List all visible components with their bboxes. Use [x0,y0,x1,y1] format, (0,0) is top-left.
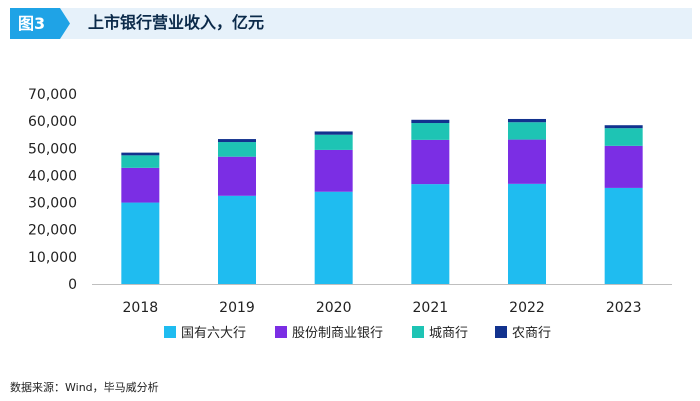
bar-2018-series-3 [121,152,160,156]
bar-2020-series-3 [314,131,353,135]
bar-2019-series-3 [218,139,256,143]
x-tick-label: 2018 [123,300,159,316]
legend-swatch-1 [275,326,287,338]
y-tick-label: 0 [68,277,77,293]
y-tick-label: 20,000 [28,223,77,239]
bar-2018-series-2 [121,155,160,168]
figure-number: 图3 [18,14,46,33]
bar-2022-series-2 [508,122,546,140]
legend-swatch-0 [164,326,176,338]
legend-swatch-3 [495,326,507,338]
y-tick-label: 10,000 [28,250,77,266]
bar-2022-series-1 [508,139,546,184]
bar-2023-series-1 [604,145,643,188]
x-tick-label: 2020 [316,300,352,316]
bar-2021-series-1 [411,139,450,185]
bar-2020-series-0 [314,191,353,284]
y-tick-label: 50,000 [28,141,77,157]
y-tick-label: 70,000 [28,87,77,103]
bar-2020-series-1 [314,149,353,192]
x-tick-label: 2023 [606,300,642,316]
bar-2023-series-3 [604,125,643,129]
y-tick-label: 30,000 [28,196,77,212]
legend-label-3: 农商行 [512,326,551,341]
legend-swatch-2 [412,326,424,338]
bar-2023-series-2 [604,128,643,146]
y-tick-label: 60,000 [28,114,77,130]
bar-2021-series-0 [411,184,450,284]
x-tick-label: 2022 [509,300,545,316]
bar-2020-series-2 [314,134,353,150]
bar-2022-series-0 [508,183,546,284]
x-tick-label: 2021 [413,300,449,316]
x-tick-label: 2019 [219,300,255,316]
title-bar [10,8,692,39]
bar-2021-series-3 [411,119,450,124]
figure-badge: 图3 [10,8,70,39]
bar-2019-series-0 [218,195,256,284]
legend-label-2: 城商行 [429,326,468,341]
bar-2019-series-1 [218,156,256,196]
bar-2018-series-1 [121,167,160,203]
legend-label-0: 国有六大行 [181,326,246,341]
bar-2023-series-0 [604,187,643,284]
figure-title: 上市银行营业收入，亿元 [88,13,265,32]
badge-shape [10,8,70,39]
legend-label-1: 股份制商业银行 [292,326,383,341]
source-note: 数据来源：Wind，毕马威分析 [10,381,159,394]
y-tick-label: 40,000 [28,168,77,184]
bar-2019-series-2 [218,142,256,157]
bar-2021-series-2 [411,123,450,140]
bar-2022-series-3 [508,118,546,123]
bar-2018-series-0 [121,202,160,284]
